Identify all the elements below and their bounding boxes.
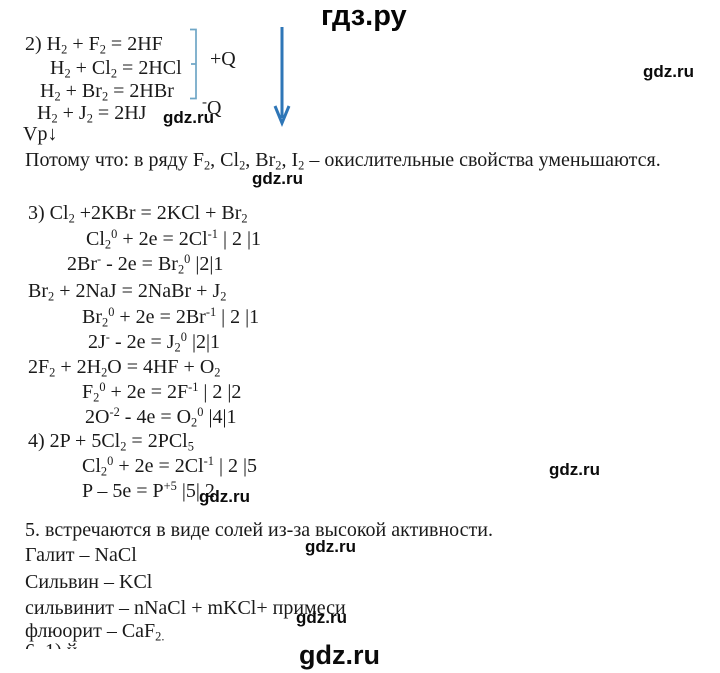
equation-line: P – 5e = P+5 |5| 2 xyxy=(82,479,215,502)
mineral-line: флюорит – CaF2. xyxy=(25,620,165,644)
group-bracket-icon xyxy=(190,28,197,100)
equation-line: Br2 + 2NaJ = 2NaBr + J2 xyxy=(28,280,227,304)
equation-line: H2 + J2 = 2HJ xyxy=(37,102,147,126)
equation-line: H2 + Cl2 = 2HCl xyxy=(50,57,182,81)
section5-heading: 5. встречаются в виде солей из-за высоко… xyxy=(25,519,493,541)
exothermic-label: +Q xyxy=(210,48,236,70)
gdz-watermark: gdz.ru xyxy=(305,537,356,556)
mineral-line: Галит – NaCl xyxy=(25,544,137,566)
cutoff-text-fragment: 6. 1) й xyxy=(25,640,225,649)
gdz-watermark: gdz.ru xyxy=(163,108,214,127)
equation-line: H2 + Br2 = 2HBr xyxy=(40,80,174,104)
mineral-line: Сильвин – KCl xyxy=(25,571,153,593)
gdz-watermark: gdz.ru xyxy=(252,169,303,188)
equation-line: 4) 2P + 5Cl2 = 2PCl5 xyxy=(28,430,194,454)
equation-line: Br20 + 2e = 2Br-1 | 2 |1 xyxy=(82,305,260,330)
rate-note: Vp↓ xyxy=(23,123,58,145)
equation-line: 2) H2 + F2 = 2HF xyxy=(25,33,163,57)
equation-line: Cl20 + 2e = 2Cl-1 | 2 |1 xyxy=(86,227,261,252)
gdz-watermark: gdz.ru xyxy=(199,487,250,506)
explanation-text: Потому что: в ряду F2, Cl2, Br2, I2 – ок… xyxy=(25,149,661,173)
equation-line: Cl20 + 2e = 2Cl-1 | 2 |5 xyxy=(82,454,257,479)
equation-line: 2O-2 - 4e = O20 |4|1 xyxy=(85,405,237,430)
endothermic-label: -Q xyxy=(202,94,222,119)
gdz-watermark: gdz.ru xyxy=(296,608,347,627)
mineral-line: сильвинит – nNaCl + mKCl+ примеси xyxy=(25,597,346,619)
arrow-down-icon xyxy=(273,27,291,127)
gdz-watermark: gdz.ru xyxy=(643,62,694,81)
equation-line: 2Br- - 2e = Br20 |2|1 xyxy=(67,252,224,277)
gdz-watermark: gdz.ru xyxy=(549,460,600,479)
gdz-watermark-large: gdz.ru xyxy=(299,640,380,670)
equation-line: 2J- - 2e = J20 |2|1 xyxy=(88,330,220,355)
equation-line: 2F2 + 2H2O = 4HF + O2 xyxy=(28,356,221,380)
site-title: гдз.ру xyxy=(321,0,407,32)
equation-line: 3) Cl2 +2KBr = 2KCl + Br2 xyxy=(28,202,248,226)
equation-line: F20 + 2e = 2F-1 | 2 |2 xyxy=(82,380,242,405)
